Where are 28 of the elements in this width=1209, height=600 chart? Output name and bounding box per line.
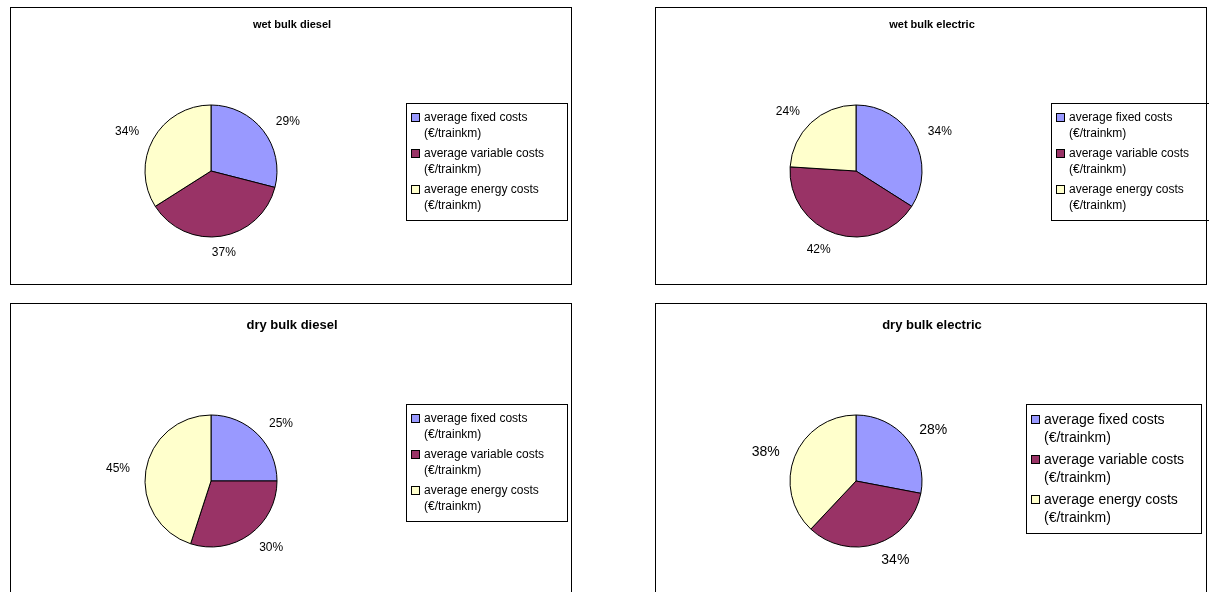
legend-label: average fixed costs (€/trainkm) <box>1044 410 1166 446</box>
legend-label: average variable costs (€/trainkm) <box>424 145 546 177</box>
legend-label: average energy costs (€/trainkm) <box>424 482 540 514</box>
chart-title: dry bulk diesel <box>245 317 339 332</box>
data-label: 34% <box>881 550 910 567</box>
data-label: 38% <box>751 442 780 459</box>
data-label: 45% <box>105 461 131 476</box>
data-label: 42% <box>806 241 831 256</box>
data-label: 25% <box>268 416 294 431</box>
data-label: 28% <box>919 420 948 437</box>
data-label: 29% <box>275 113 301 128</box>
chart-title: wet bulk electric <box>888 18 976 30</box>
legend-label: average variable costs (€/trainkm) <box>1044 450 1186 486</box>
data-label: 34% <box>927 124 953 139</box>
legend-label: average variable costs (€/trainkm) <box>1069 145 1191 177</box>
legend-label: average energy costs (€/trainkm) <box>424 181 540 213</box>
data-label: 34% <box>115 124 140 139</box>
legend-label: average energy costs (€/trainkm) <box>1044 490 1179 526</box>
data-label: 37% <box>211 244 237 259</box>
chart-title: wet bulk diesel <box>251 18 333 30</box>
chart-title: dry bulk electric <box>881 317 983 332</box>
legend-label: average variable costs (€/trainkm) <box>424 446 546 478</box>
legend-label: average fixed costs (€/trainkm) <box>424 410 529 442</box>
data-label: 24% <box>775 104 801 119</box>
legend-label: average energy costs (€/trainkm) <box>1069 181 1185 213</box>
data-label: 30% <box>259 540 284 555</box>
legend-label: average fixed costs (€/trainkm) <box>424 109 529 141</box>
legend-label: average fixed costs (€/trainkm) <box>1069 109 1174 141</box>
